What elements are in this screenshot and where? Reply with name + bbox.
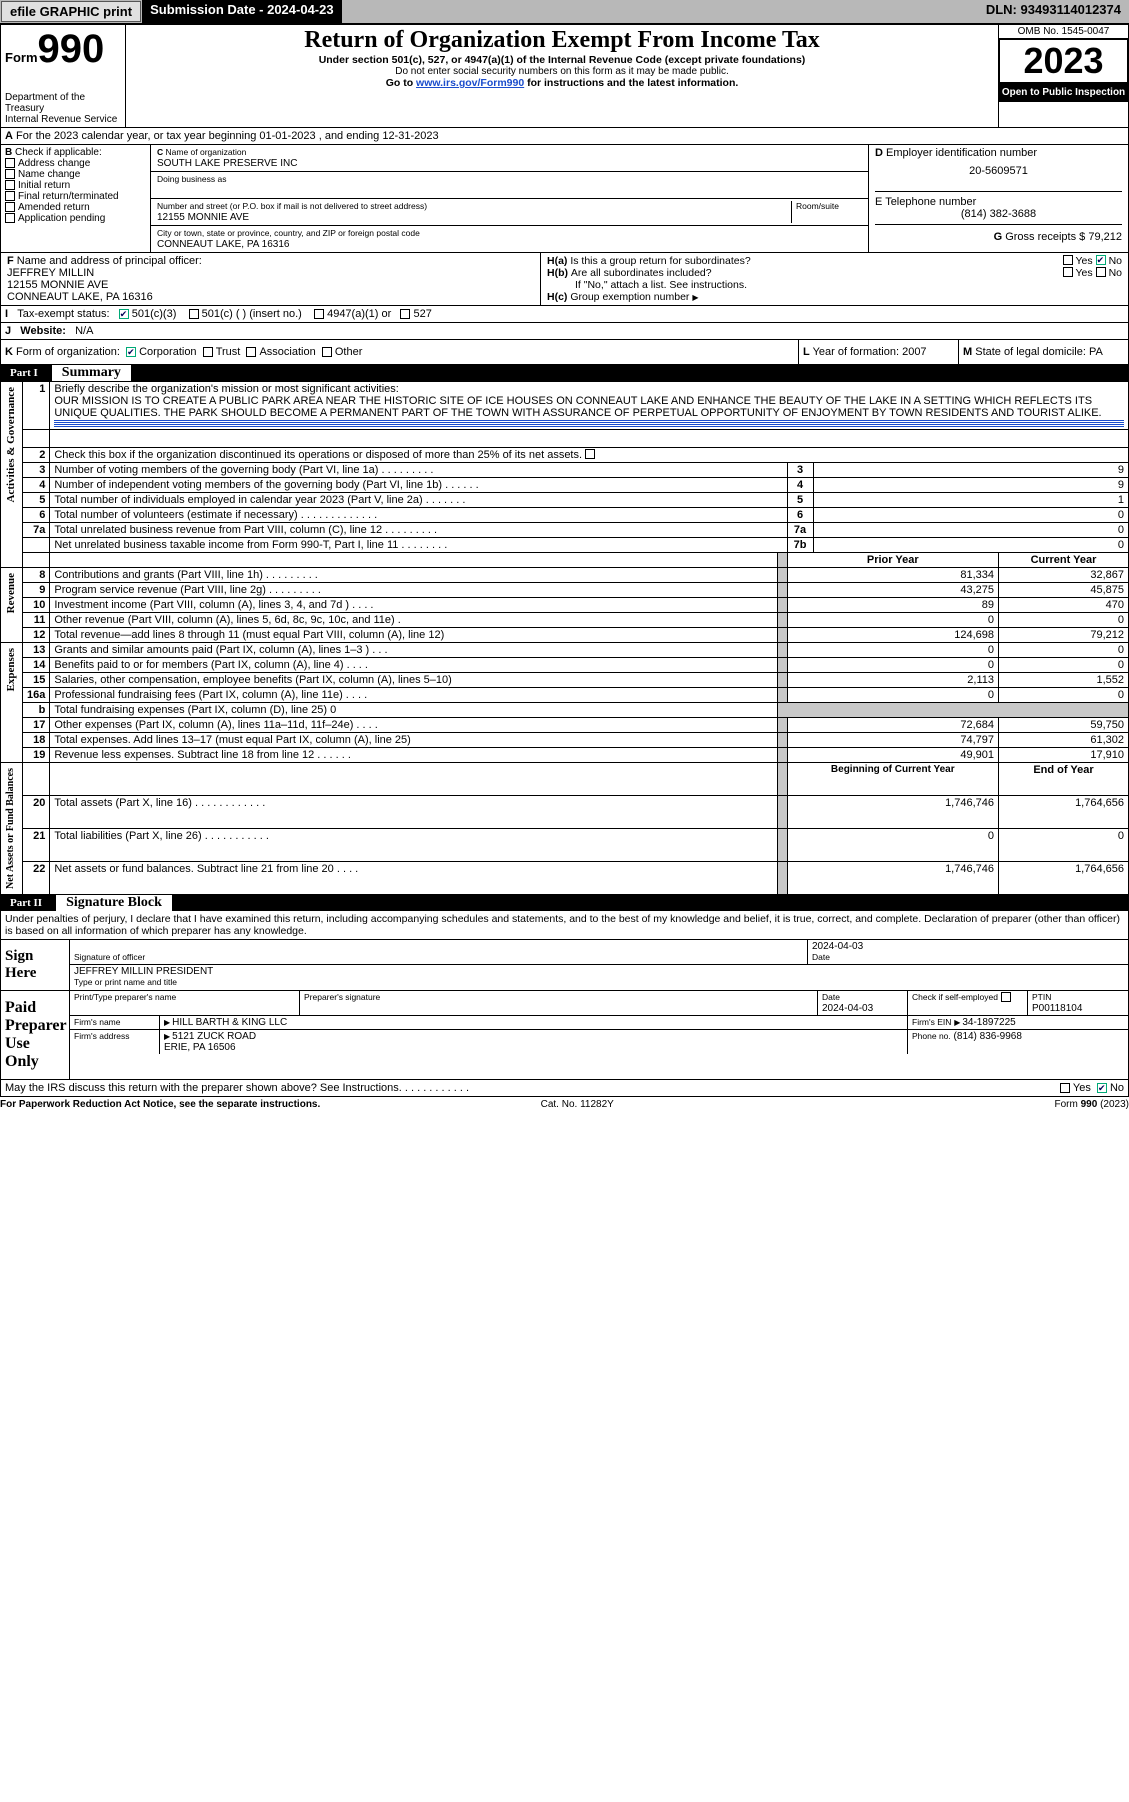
- ein: 20-5609571: [875, 165, 1122, 177]
- firm-ein: 34-1897225: [962, 1017, 1015, 1028]
- officer-name: JEFFREY MILLIN: [7, 267, 94, 279]
- section-j: J Website: N/A: [0, 323, 1129, 340]
- part2-header: Part IISignature Block: [0, 895, 1129, 911]
- top-bar: efile GRAPHIC print Submission Date - 20…: [0, 0, 1129, 24]
- website: N/A: [75, 325, 93, 337]
- submission-date: Submission Date - 2024-04-23: [142, 0, 342, 23]
- subtitle-3: Go to www.irs.gov/Form990 for instructio…: [132, 77, 992, 89]
- org-city: CONNEAUT LAKE, PA 16316: [157, 239, 289, 250]
- form-title: Return of Organization Exempt From Incom…: [132, 27, 992, 54]
- section-c: C Name of organization SOUTH LAKE PRESER…: [151, 145, 868, 252]
- sign-here: Sign Here Signature of officer 2024-04-0…: [0, 940, 1129, 991]
- chk-address-change[interactable]: [5, 158, 15, 168]
- discuss-yes[interactable]: [1060, 1083, 1070, 1093]
- omb: OMB No. 1545-0047: [999, 25, 1128, 39]
- tax-year: 2023: [999, 39, 1128, 83]
- chk-self-emp[interactable]: [1001, 992, 1011, 1002]
- ha-yes[interactable]: [1063, 255, 1073, 265]
- hb-yes[interactable]: [1063, 267, 1073, 277]
- section-b: B Check if applicable: Address change Na…: [1, 145, 151, 252]
- subtitle-2: Do not enter social security numbers on …: [132, 66, 992, 77]
- firm-name: HILL BARTH & KING LLC: [172, 1017, 287, 1028]
- section-m: M State of legal domicile: PA: [958, 340, 1128, 364]
- chk-amended[interactable]: [5, 202, 15, 212]
- chk-name-change[interactable]: [5, 169, 15, 179]
- dept-treasury: Department of the Treasury: [5, 92, 121, 114]
- open-to-public: Open to Public Inspection: [999, 83, 1128, 102]
- mission: OUR MISSION IS TO CREATE A PUBLIC PARK A…: [54, 395, 1101, 419]
- chk-corp[interactable]: [126, 347, 136, 357]
- phone: (814) 382-3688: [875, 208, 1122, 220]
- org-street: 12155 MONNIE AVE: [157, 212, 249, 223]
- hb-no[interactable]: [1096, 267, 1106, 277]
- ha-no[interactable]: [1096, 255, 1106, 265]
- section-f: F Name and address of principal officer:…: [1, 253, 541, 305]
- subtitle-1: Under section 501(c), 527, or 4947(a)(1)…: [132, 54, 992, 66]
- efile-btn[interactable]: efile GRAPHIC print: [1, 1, 141, 22]
- part1-header: Part ISummary: [0, 365, 1129, 381]
- officer-sig-name: JEFFREY MILLIN PRESIDENT: [74, 966, 213, 977]
- discuss-no[interactable]: [1097, 1083, 1107, 1093]
- section-l: L Year of formation: 2007: [798, 340, 958, 364]
- ptin: P00118104: [1032, 1003, 1082, 1014]
- paid-preparer: Paid Preparer Use Only Print/Type prepar…: [0, 991, 1129, 1080]
- chk-final-return[interactable]: [5, 191, 15, 201]
- chk-501c3[interactable]: [119, 309, 129, 319]
- discuss-line: May the IRS discuss this return with the…: [0, 1080, 1129, 1097]
- form-header: Form990 Department of the Treasury Inter…: [0, 24, 1129, 128]
- summary-table: Activities & Governance 1 Briefly descri…: [0, 381, 1129, 895]
- section-deg: D Employer identification number 20-5609…: [868, 145, 1128, 252]
- line-a: A For the 2023 calendar year, or tax yea…: [0, 128, 1129, 145]
- chk-app-pending[interactable]: [5, 213, 15, 223]
- perjury-statement: Under penalties of perjury, I declare th…: [0, 911, 1129, 940]
- form-number: Form990: [5, 27, 121, 72]
- section-h: H(a) Is this a group return for subordin…: [541, 253, 1128, 305]
- irs-label: Internal Revenue Service: [5, 114, 121, 125]
- section-i: I Tax-exempt status: 501(c)(3) 501(c) ( …: [0, 306, 1129, 323]
- chk-initial-return[interactable]: [5, 180, 15, 190]
- gross-receipts: 79,212: [1088, 231, 1122, 243]
- footer: For Paperwork Reduction Act Notice, see …: [0, 1097, 1129, 1112]
- section-k: K Form of organization: Corporation Trus…: [1, 340, 798, 364]
- org-name: SOUTH LAKE PRESERVE INC: [157, 158, 297, 169]
- firm-phone: (814) 836-9968: [954, 1031, 1022, 1042]
- chk-discontinued[interactable]: [585, 449, 595, 459]
- dln: DLN: 93493114012374: [978, 0, 1129, 23]
- instructions-link[interactable]: www.irs.gov/Form990: [416, 77, 524, 89]
